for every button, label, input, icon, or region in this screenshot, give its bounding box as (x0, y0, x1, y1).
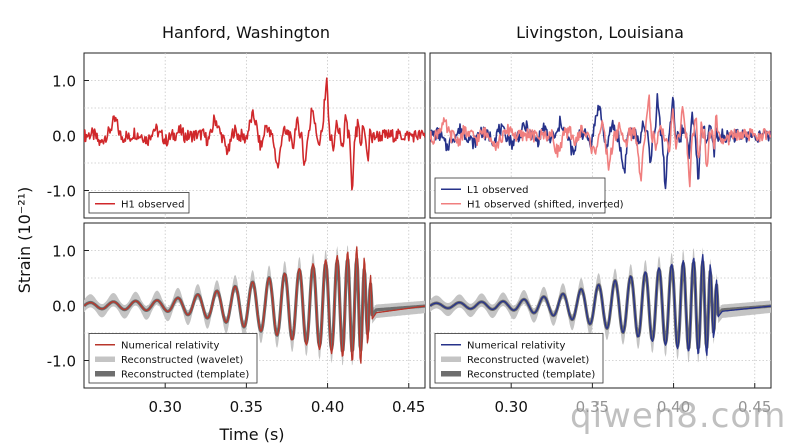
panel-livingston-observed: L1 observed H1 observed (shifted, inverte… (429, 52, 772, 219)
legend-label: Numerical relativity (467, 340, 565, 351)
series-line (430, 94, 771, 188)
x-tick-label: 0.30 (494, 398, 527, 416)
x-tick-label: 0.30 (148, 398, 181, 416)
legend-label: Reconstructed (template) (467, 369, 595, 380)
legend-label: Reconstructed (template) (121, 369, 249, 380)
series-line (430, 253, 771, 356)
legend-box (88, 333, 258, 384)
y-tick-label: 0.0 (52, 298, 76, 316)
trace-group (84, 244, 425, 366)
watermark-backdrop (548, 392, 800, 447)
legend-box (88, 192, 190, 214)
legend-box (434, 333, 604, 384)
panel-hanford-reconstructed: 1.0 0.0 -1.0 0.30 0.35 0.40 0.45 Numerical rela… (47, 222, 426, 416)
legend-label: Numerical relativity (121, 340, 219, 351)
series-line (84, 77, 425, 191)
watermark-text: qiwen8.com (570, 396, 787, 436)
y-tick-label: 1.0 (52, 243, 76, 261)
trace-group (430, 93, 771, 190)
legend-label: H1 observed (121, 199, 184, 210)
y-tick-label: -1.0 (47, 183, 76, 201)
legend-label: H1 observed (shifted, inverted) (467, 199, 624, 210)
series-line (84, 246, 425, 364)
x-axis-label: Time (s) (218, 425, 284, 444)
legend-box (434, 177, 606, 214)
y-axis-label: Strain (10⁻²¹) (15, 187, 34, 294)
y-tick-label: 0.0 (52, 128, 76, 146)
legend-label: L1 observed (467, 185, 528, 196)
panel-hanford-observed: 1.0 0.0 -1.0 H1 observed (47, 52, 426, 219)
panel-title-hanford: Hanford, Washington (162, 23, 330, 42)
trace-group (84, 77, 425, 191)
y-tick-label: -1.0 (47, 353, 76, 371)
panel-title-livingston: Livingston, Louisiana (516, 23, 684, 42)
x-tick-label: 0.35 (230, 398, 263, 416)
x-tick-label: 0.40 (311, 398, 344, 416)
legend-label: Reconstructed (wavelet) (121, 355, 243, 366)
x-tick-label: 0.45 (392, 398, 425, 416)
trace-group (430, 247, 771, 363)
y-tick-label: 1.0 (52, 73, 76, 91)
legend-label: Reconstructed (wavelet) (467, 355, 589, 366)
